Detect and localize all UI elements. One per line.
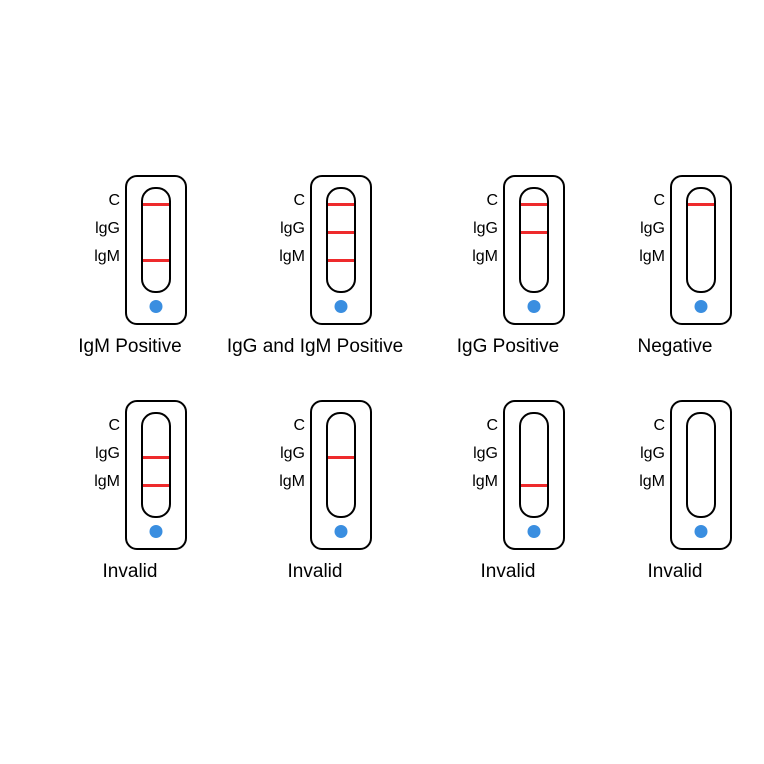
test-window [326, 412, 356, 518]
test-window [141, 187, 171, 293]
cassette-area: ClgG lgM [40, 400, 220, 555]
result-line-C [143, 203, 169, 206]
sample-well-icon [150, 525, 163, 538]
cassette-caption: Invalid [205, 561, 425, 583]
sample-well-icon [528, 300, 541, 313]
marker-label-IgM: lgM [472, 473, 498, 491]
diagram-canvas: ClgG lgM IgM Positive ClgG lgM IgG and IgM P… [0, 0, 764, 764]
cassette-body [125, 400, 187, 550]
cassette-1: ClgGlgMIgG and IgM Positive [225, 175, 405, 358]
marker-label-IgG: lgG [640, 220, 665, 238]
marker-label-IgG: lgG [280, 220, 305, 238]
marker-label-C: C [653, 417, 665, 435]
test-window [141, 412, 171, 518]
sample-well-icon [335, 525, 348, 538]
cassette-body [670, 175, 732, 325]
result-line-IgG [328, 456, 354, 459]
marker-label-IgG: lgG [280, 445, 305, 463]
cassette-area: ClgG lgM [585, 400, 764, 555]
cassette-caption: IgG Positive [418, 336, 598, 358]
sample-well-icon [335, 300, 348, 313]
cassette-caption: IgG and IgM Positive [205, 336, 425, 358]
cassette-5: ClgGlgMInvalid [225, 400, 405, 583]
cassette-area: ClgG lgM [418, 400, 598, 555]
sample-well-icon [528, 525, 541, 538]
test-window [686, 412, 716, 518]
marker-label-IgG: lgG [95, 445, 120, 463]
cassette-body [310, 175, 372, 325]
cassette-area: ClgG lgM [40, 175, 220, 330]
marker-label-IgM: lgM [639, 248, 665, 266]
cassette-2: ClgG lgM IgG Positive [418, 175, 598, 358]
marker-label-C: C [486, 417, 498, 435]
cassette-area: ClgG lgM [225, 175, 405, 330]
test-window [326, 187, 356, 293]
cassette-body [125, 175, 187, 325]
cassette-area: ClgG lgM [225, 400, 405, 555]
marker-label-C: C [293, 192, 305, 210]
cassette-3: ClgG lgM Negative [585, 175, 764, 358]
marker-label-IgM: lgM [639, 473, 665, 491]
cassette-caption: Invalid [40, 561, 220, 583]
marker-label-C: C [486, 192, 498, 210]
marker-label-IgG: lgG [473, 445, 498, 463]
result-line-IgG [521, 231, 547, 234]
cassette-body [310, 400, 372, 550]
sample-well-icon [695, 300, 708, 313]
result-line-C [688, 203, 714, 206]
cassette-body [503, 400, 565, 550]
cassette-caption: Invalid [418, 561, 598, 583]
marker-label-C: C [108, 417, 120, 435]
marker-label-IgG: lgG [95, 220, 120, 238]
test-window [519, 187, 549, 293]
cassette-7: ClgG lgM Invalid [585, 400, 764, 583]
result-line-C [521, 203, 547, 206]
cassette-6: ClgG lgM Invalid [418, 400, 598, 583]
cassette-body [670, 400, 732, 550]
sample-well-icon [150, 300, 163, 313]
cassette-caption: IgM Positive [40, 336, 220, 358]
marker-label-IgG: lgG [640, 445, 665, 463]
cassette-caption: Invalid [585, 561, 764, 583]
marker-label-C: C [293, 417, 305, 435]
cassette-area: ClgG lgM [418, 175, 598, 330]
result-line-IgM [328, 259, 354, 262]
marker-label-IgM: lgM [472, 248, 498, 266]
result-line-IgG [328, 231, 354, 234]
result-line-C [328, 203, 354, 206]
result-line-IgM [143, 484, 169, 487]
marker-label-IgM: lgM [94, 248, 120, 266]
cassette-4: ClgG lgM Invalid [40, 400, 220, 583]
marker-label-IgM: lgM [279, 473, 305, 491]
cassette-body [503, 175, 565, 325]
sample-well-icon [695, 525, 708, 538]
marker-label-IgM: lgM [279, 248, 305, 266]
cassette-0: ClgG lgM IgM Positive [40, 175, 220, 358]
marker-label-C: C [108, 192, 120, 210]
cassette-area: ClgG lgM [585, 175, 764, 330]
test-window [686, 187, 716, 293]
result-line-IgM [521, 484, 547, 487]
result-line-IgM [143, 259, 169, 262]
cassette-caption: Negative [585, 336, 764, 358]
test-window [519, 412, 549, 518]
marker-label-IgG: lgG [473, 220, 498, 238]
marker-label-C: C [653, 192, 665, 210]
result-line-IgG [143, 456, 169, 459]
marker-label-IgM: lgM [94, 473, 120, 491]
